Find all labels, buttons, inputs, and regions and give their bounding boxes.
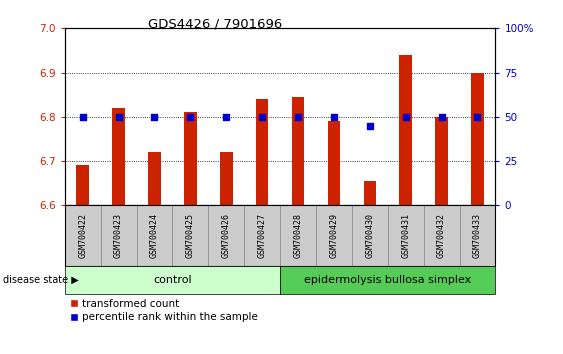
- Point: [329, 114, 338, 120]
- Text: epidermolysis bullosa simplex: epidermolysis bullosa simplex: [304, 275, 471, 285]
- Bar: [280, 266, 495, 294]
- Bar: [471, 73, 484, 205]
- Bar: [399, 55, 412, 205]
- Bar: [328, 121, 340, 205]
- Legend: transformed count, percentile rank within the sample: transformed count, percentile rank withi…: [70, 299, 258, 322]
- Point: [401, 114, 410, 120]
- Bar: [112, 108, 125, 205]
- Text: GSM700423: GSM700423: [114, 213, 123, 258]
- Text: GSM700431: GSM700431: [401, 213, 410, 258]
- Bar: [65, 205, 101, 266]
- Bar: [148, 152, 161, 205]
- Bar: [137, 205, 172, 266]
- Text: GDS4426 / 7901696: GDS4426 / 7901696: [149, 18, 283, 31]
- Text: GSM700422: GSM700422: [78, 213, 87, 258]
- Text: GSM700430: GSM700430: [365, 213, 374, 258]
- Point: [473, 114, 482, 120]
- Bar: [208, 205, 244, 266]
- Point: [293, 114, 302, 120]
- Text: GSM700429: GSM700429: [329, 213, 338, 258]
- Bar: [172, 205, 208, 266]
- Text: GSM700425: GSM700425: [186, 213, 195, 258]
- Bar: [435, 117, 448, 205]
- Point: [150, 114, 159, 120]
- Point: [437, 114, 446, 120]
- Text: GSM700427: GSM700427: [258, 213, 267, 258]
- Bar: [424, 205, 459, 266]
- Bar: [316, 205, 352, 266]
- Bar: [244, 205, 280, 266]
- Bar: [280, 205, 316, 266]
- Bar: [292, 97, 305, 205]
- Bar: [364, 181, 376, 205]
- Bar: [101, 205, 137, 266]
- Text: GSM700426: GSM700426: [222, 213, 231, 258]
- Point: [78, 114, 87, 120]
- Text: disease state ▶: disease state ▶: [3, 275, 79, 285]
- Bar: [220, 152, 233, 205]
- Text: GSM700428: GSM700428: [293, 213, 302, 258]
- Point: [114, 114, 123, 120]
- Bar: [352, 205, 388, 266]
- Bar: [459, 205, 495, 266]
- Point: [258, 114, 267, 120]
- Bar: [388, 205, 424, 266]
- Bar: [77, 165, 89, 205]
- Bar: [256, 99, 269, 205]
- Point: [186, 114, 195, 120]
- Text: GSM700433: GSM700433: [473, 213, 482, 258]
- Bar: [184, 113, 196, 205]
- Point: [222, 114, 231, 120]
- Text: control: control: [153, 275, 192, 285]
- Bar: [65, 266, 280, 294]
- Text: GSM700432: GSM700432: [437, 213, 446, 258]
- Text: GSM700424: GSM700424: [150, 213, 159, 258]
- Point: [365, 123, 374, 129]
